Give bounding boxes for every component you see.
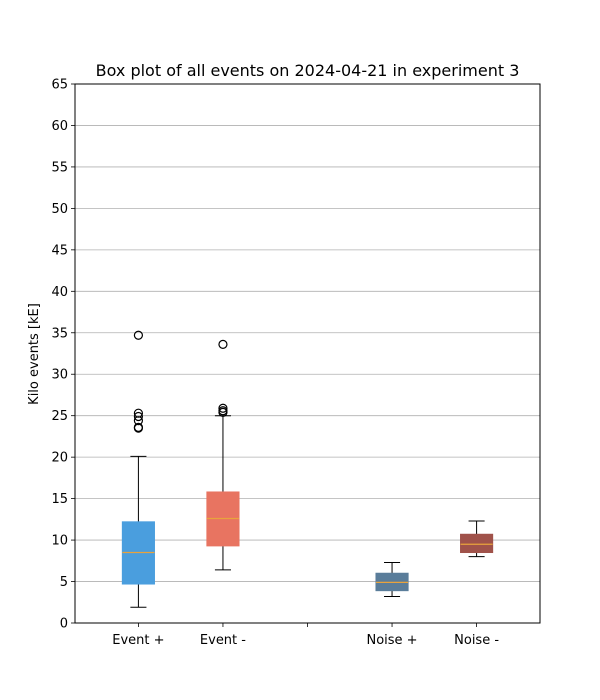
y-tick-label-7: 35 <box>51 326 68 341</box>
y-tick-label-8: 40 <box>51 285 68 300</box>
x-tick-label-3: Noise + <box>366 633 417 648</box>
outlier-point-0 <box>133 330 144 340</box>
y-tick-label-3: 15 <box>51 492 68 507</box>
y-tick-label-11: 55 <box>51 160 68 175</box>
y-axis-label: Kilo events [kE] <box>27 303 42 405</box>
box-group-0 <box>121 330 155 608</box>
outlier-point-0 <box>218 339 228 349</box>
x-axis: Event + Event - Noise + Noise - <box>112 623 499 648</box>
y-tick-label-2: 10 <box>51 534 68 549</box>
outlier-point-3 <box>218 407 228 417</box>
y-tick-label-12: 60 <box>51 119 68 134</box>
y-tick-label-6: 30 <box>51 368 68 383</box>
box-body <box>460 533 494 554</box>
y-tick-label-13: 65 <box>51 78 68 93</box>
box-group-1 <box>206 339 240 571</box>
y-tick-label-10: 50 <box>51 202 68 217</box>
boxes-layer <box>121 330 494 608</box>
outlier-point-2 <box>133 411 144 422</box>
outlier-point-5 <box>133 423 144 433</box>
box-group-3 <box>460 520 494 558</box>
y-tick-label-9: 45 <box>51 243 68 258</box>
y-tick-label-0: 0 <box>60 617 68 632</box>
x-tick-label-0: Event + <box>112 633 164 648</box>
y-tick-label-5: 25 <box>51 409 68 424</box>
x-tick-label-4: Noise - <box>454 633 499 648</box>
chart-title: Box plot of all events on 2024-04-21 in … <box>96 61 520 80</box>
box-group-2 <box>375 561 409 597</box>
y-axis: 0 5 10 15 20 25 30 35 40 45 50 55 60 65 <box>51 78 75 632</box>
outlier-point-1 <box>218 403 228 413</box>
x-tick-label-1: Event - <box>200 633 246 648</box>
y-tick-label-4: 20 <box>51 451 68 466</box>
y-tick-label-1: 5 <box>60 575 68 590</box>
